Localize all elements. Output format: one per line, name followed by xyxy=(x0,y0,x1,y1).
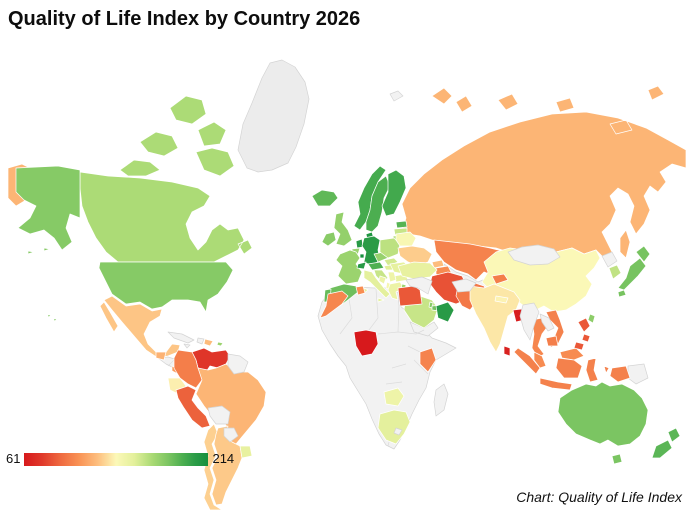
region-nodata-papua-new-guinea[interactable] xyxy=(627,363,649,385)
country-puerto-rico[interactable] xyxy=(216,341,224,347)
country-sri-lanka[interactable] xyxy=(503,345,511,357)
page-title: Quality of Life Index by Country 2026 xyxy=(8,8,361,30)
country-philippines[interactable] xyxy=(573,317,591,351)
country-kyrgyzstan[interactable] xyxy=(491,273,509,285)
country-south-africa[interactable] xyxy=(377,409,411,445)
country-slovakia[interactable] xyxy=(383,257,399,267)
legend-gradient-bar xyxy=(24,452,209,466)
country-uruguay[interactable] xyxy=(239,445,253,459)
chart-caption: Chart: Quality of Life Index xyxy=(516,489,682,505)
country-egypt[interactable] xyxy=(397,285,423,307)
region-nodata-north-korea[interactable] xyxy=(601,251,618,268)
country-sweden[interactable] xyxy=(365,175,391,233)
country-canada[interactable] xyxy=(79,95,253,263)
country-luxembourg[interactable] xyxy=(359,253,365,259)
country-greece[interactable] xyxy=(387,281,405,301)
region-nodata-haiti[interactable] xyxy=(196,337,205,345)
country-japan[interactable] xyxy=(617,245,651,298)
region-nodata-myanmar[interactable] xyxy=(519,302,540,341)
legend-min-label: 61 xyxy=(6,451,21,466)
legend-max-label: 214 xyxy=(212,451,235,466)
country-taiwan[interactable] xyxy=(587,313,596,324)
country-new-zealand[interactable] xyxy=(651,427,681,459)
country-finland[interactable] xyxy=(381,169,407,217)
country-cambodia[interactable] xyxy=(545,335,559,347)
region-nodata-jamaica[interactable] xyxy=(183,343,191,349)
region-nodata-greenland[interactable] xyxy=(237,59,310,173)
country-colombia[interactable] xyxy=(173,349,207,389)
country-ireland[interactable] xyxy=(321,231,337,247)
country-austria[interactable] xyxy=(367,261,385,271)
country-nepal[interactable] xyxy=(494,295,509,304)
region-nodata-bolivia[interactable] xyxy=(207,405,231,425)
country-kenya[interactable] xyxy=(419,347,437,373)
country-peru[interactable] xyxy=(175,385,211,429)
region-nodata-afghanistan[interactable] xyxy=(451,278,477,293)
country-poland[interactable] xyxy=(379,237,401,259)
country-italy[interactable] xyxy=(363,269,391,303)
country-tunisia[interactable] xyxy=(355,285,366,296)
country-malaysia[interactable] xyxy=(533,347,585,369)
country-france[interactable] xyxy=(335,249,363,285)
region-nodata-guyanas[interactable] xyxy=(227,353,249,375)
country-ukraine[interactable] xyxy=(397,245,433,267)
country-oman[interactable] xyxy=(435,301,455,323)
country-united-kingdom[interactable] xyxy=(333,211,353,247)
country-bosnia[interactable] xyxy=(378,275,387,285)
country-dominican-republic[interactable] xyxy=(203,338,214,347)
region-nodata-cuba[interactable] xyxy=(167,331,195,344)
region-nodata-laos[interactable] xyxy=(539,313,555,332)
region-nodata-paraguay[interactable] xyxy=(223,427,239,443)
country-germany[interactable] xyxy=(361,235,381,267)
country-russia[interactable] xyxy=(7,85,687,265)
country-zambia[interactable] xyxy=(383,387,405,407)
region-nodata-mongolia[interactable] xyxy=(507,244,561,266)
country-switzerland[interactable] xyxy=(356,261,367,270)
region-nodata-lesotho[interactable] xyxy=(393,427,403,436)
country-guatemala[interactable] xyxy=(155,351,167,361)
country-south-korea[interactable] xyxy=(608,264,622,280)
country-chile[interactable] xyxy=(203,423,223,511)
country-serbia[interactable] xyxy=(387,271,397,283)
country-united-states[interactable] xyxy=(15,165,234,322)
legend: 61 214 xyxy=(6,452,234,466)
region-nodata-syria-iraq[interactable] xyxy=(405,276,433,295)
country-morocco[interactable] xyxy=(319,290,349,319)
country-mexico[interactable] xyxy=(99,295,181,359)
country-turkey[interactable] xyxy=(397,261,438,280)
region-nodata-madagascar[interactable] xyxy=(433,383,449,417)
region-nodata-svalbard[interactable] xyxy=(389,90,404,102)
country-estonia[interactable] xyxy=(395,220,408,229)
country-indonesia[interactable] xyxy=(513,347,631,391)
country-netherlands[interactable] xyxy=(355,238,364,249)
country-australia[interactable] xyxy=(557,381,649,465)
country-iceland[interactable] xyxy=(311,189,339,207)
country-india[interactable] xyxy=(469,283,521,353)
country-nigeria[interactable] xyxy=(353,329,379,357)
